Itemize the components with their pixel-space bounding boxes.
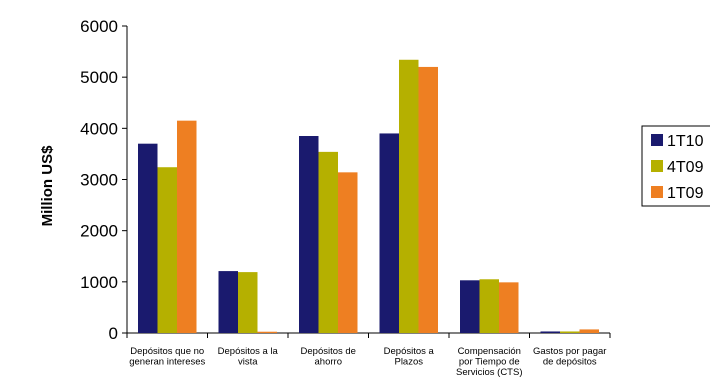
- bar-1t09-3: [418, 66, 438, 333]
- category-label: Depósitos que no generan intereses: [129, 346, 205, 368]
- bar-4t09-1: [238, 272, 258, 333]
- bar-4t09-4: [479, 279, 499, 333]
- legend-label-1t09: 1T09: [667, 185, 704, 202]
- bar-1t10-1: [218, 271, 238, 333]
- y-tick-label: 6000: [80, 17, 118, 36]
- bars: [138, 59, 599, 334]
- y-tick-label: 4000: [80, 119, 118, 138]
- legend-label-4t09: 4T09: [667, 159, 704, 176]
- category-label: Gastos por pagar de depósitos: [533, 346, 606, 368]
- bar-1t10-5: [540, 331, 560, 333]
- y-tick-label: 3000: [80, 171, 118, 190]
- bar-4t09-5: [560, 331, 580, 333]
- x-axis: [126, 332, 611, 338]
- category-labels: Depósitos que no generan intereses Depósit…: [129, 346, 606, 378]
- y-tick-label: 1000: [80, 273, 118, 292]
- bar-1t09-2: [338, 172, 358, 333]
- category-label: Depósitos de ahorro: [301, 346, 356, 368]
- legend-swatch-4t09: [651, 160, 663, 172]
- y-axis-label: Million US$: [39, 145, 56, 226]
- y-tick-label: 0: [109, 324, 118, 343]
- bar-1t09-5: [579, 329, 599, 333]
- bar-4t09-3: [399, 59, 419, 334]
- category-label: Depósitos a Plazos: [384, 346, 435, 368]
- bar-1t10-4: [460, 280, 480, 333]
- y-tick-label: 5000: [80, 68, 118, 87]
- bar-1t10-0: [138, 143, 158, 333]
- legend-swatch-1t09: [651, 186, 663, 198]
- category-label: Depósitos a la vista: [218, 346, 279, 368]
- bar-4t09-0: [157, 167, 177, 333]
- legend: 1T10 4T09 1T09: [641, 125, 710, 207]
- y-axis: 0 1000 2000 3000 4000 5000 6000: [80, 17, 128, 343]
- legend-swatch-1t10: [651, 134, 663, 146]
- bar-4t09-2: [318, 151, 338, 333]
- category-label: Compensación por Tiempo de Servicios (CTS): [456, 346, 523, 378]
- bar-1t10-2: [299, 136, 319, 333]
- y-tick-label: 2000: [80, 222, 118, 241]
- bar-1t09-0: [177, 120, 197, 334]
- bar-1t09-4: [499, 282, 519, 333]
- bar-1t10-3: [379, 133, 399, 333]
- bar-1t09-1: [257, 331, 277, 333]
- legend-label-1t10: 1T10: [667, 133, 704, 150]
